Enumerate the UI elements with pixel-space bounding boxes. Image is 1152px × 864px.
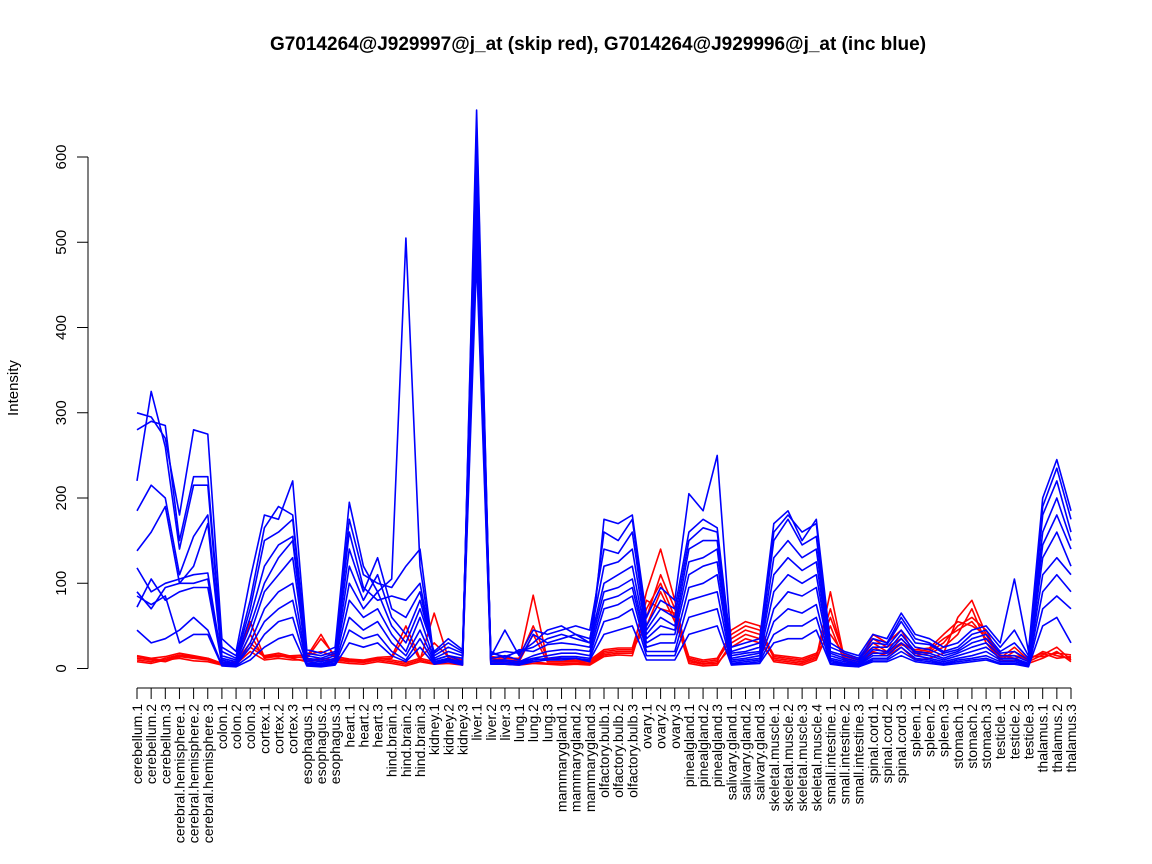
x-tick-label: lung.1 <box>511 704 527 742</box>
x-tick-label: mammarygland.1 <box>554 704 570 812</box>
x-tick-label: ovary.3 <box>667 704 683 749</box>
x-tick-label: spinal.cord.3 <box>893 704 909 784</box>
series-line-11 <box>136 190 1072 666</box>
x-tick-label: colon.1 <box>214 704 230 749</box>
x-tick-label: spleen.3 <box>936 704 952 757</box>
x-tick-label: cerebellum.1 <box>129 704 145 784</box>
x-tick-label: olfactory.bulb.3 <box>624 704 640 798</box>
x-tick-label: skeletal.muscle.1 <box>766 704 782 812</box>
x-tick-label: lung.3 <box>539 704 555 742</box>
x-tick-label: heart.1 <box>341 704 357 748</box>
y-tick-label: 100 <box>53 571 70 596</box>
x-tick-label: colon.3 <box>242 704 258 749</box>
x-tick-label: colon.2 <box>228 704 244 749</box>
y-tick-label: 400 <box>53 315 70 340</box>
x-tick-label: thalamus.3 <box>1063 704 1079 773</box>
x-tick-label: small.intestine.2 <box>837 704 853 805</box>
x-tick-label: spinal.cord.2 <box>879 704 895 784</box>
x-tick-label: cerebellum.2 <box>143 704 159 784</box>
x-tick-label: stomach.2 <box>964 704 980 769</box>
series-line-8 <box>136 139 1072 661</box>
x-axis: cerebellum.1cerebellum.2cerebellum.3cere… <box>129 687 1079 844</box>
y-tick-label: 300 <box>53 400 70 425</box>
x-tick-label: kidney.1 <box>426 704 442 755</box>
x-tick-label: cortex.3 <box>285 704 301 754</box>
x-tick-label: cerebral.hemisphere.1 <box>171 704 187 844</box>
series-line-2 <box>136 224 1072 666</box>
x-tick-label: skeletal.muscle.2 <box>780 704 796 812</box>
x-tick-label: heart.3 <box>370 704 386 748</box>
x-tick-label: ovary.1 <box>638 704 654 749</box>
series-line-3 <box>136 156 1072 665</box>
x-tick-label: mammarygland.2 <box>568 704 584 812</box>
x-tick-label: cortex.1 <box>256 704 272 754</box>
x-tick-label: hind.brain.3 <box>412 704 428 777</box>
series-line-7 <box>136 122 1072 661</box>
x-tick-label: pinealgland.1 <box>681 704 697 788</box>
x-tick-label: small.intestine.1 <box>822 704 838 805</box>
chart-title: G7014264@J929997@j_at (skip red), G70142… <box>270 34 926 55</box>
x-tick-label: testicle.2 <box>1006 704 1022 759</box>
series-line-6 <box>136 109 1072 663</box>
x-tick-label: lung.2 <box>525 704 541 742</box>
y-tick-label: 0 <box>53 664 70 672</box>
x-tick-label: kidney.3 <box>454 704 470 755</box>
series-line-14 <box>136 241 1072 668</box>
x-tick-label: liver.2 <box>483 704 499 741</box>
y-tick-label: 600 <box>53 144 70 169</box>
x-tick-label: hind.brain.1 <box>384 704 400 777</box>
x-tick-label: stomach.1 <box>950 704 966 769</box>
x-tick-label: spleen.2 <box>921 704 937 757</box>
x-tick-label: thalamus.2 <box>1049 704 1065 773</box>
series-line-9 <box>136 156 1072 663</box>
y-axis-label: Intensity <box>5 360 22 416</box>
x-tick-label: pinealgland.2 <box>695 704 711 788</box>
series-line-12 <box>136 207 1072 666</box>
x-tick-label: stomach.3 <box>978 704 994 769</box>
series-line-15 <box>136 258 1072 668</box>
x-tick-label: mammarygland.3 <box>582 704 598 812</box>
x-tick-label: skeletal.muscle.3 <box>794 704 810 812</box>
x-tick-label: olfactory.bulb.2 <box>610 704 626 798</box>
y-axis: 0 100 200 300 400 500 600 <box>53 144 89 673</box>
x-tick-label: cerebral.hemisphere.3 <box>200 704 216 844</box>
x-tick-label: heart.2 <box>355 704 371 748</box>
x-tick-label: small.intestine.3 <box>851 704 867 805</box>
series-layer <box>136 109 1072 668</box>
x-tick-label: ovary.2 <box>653 704 669 749</box>
x-tick-label: esophagus.2 <box>313 704 329 784</box>
x-tick-label: olfactory.bulb.1 <box>596 704 612 798</box>
x-tick-label: liver.1 <box>469 704 485 741</box>
x-tick-label: testicle.3 <box>1021 704 1037 759</box>
x-tick-label: salivary.gland.2 <box>738 704 754 800</box>
series-line-5 <box>136 164 1072 665</box>
x-tick-label: cerebellum.3 <box>157 704 173 784</box>
x-tick-label: salivary.gland.1 <box>723 704 739 800</box>
x-tick-label: spleen.1 <box>907 704 923 757</box>
x-tick-label: thalamus.1 <box>1035 704 1051 773</box>
y-tick-label: 200 <box>53 485 70 510</box>
series-line-13 <box>136 224 1072 667</box>
x-tick-label: testicle.1 <box>992 704 1008 759</box>
x-tick-label: cortex.2 <box>271 704 287 754</box>
x-tick-label: esophagus.1 <box>299 704 315 784</box>
x-tick-label: spinal.cord.1 <box>865 704 881 784</box>
x-tick-label: kidney.2 <box>440 704 456 755</box>
x-tick-label: hind.brain.2 <box>398 704 414 777</box>
x-tick-label: skeletal.muscle.4 <box>808 704 824 812</box>
x-tick-label: salivary.gland.3 <box>752 704 768 800</box>
x-tick-label: pinealgland.3 <box>709 704 725 788</box>
x-tick-label: liver.3 <box>497 704 513 741</box>
y-tick-label: 500 <box>53 230 70 255</box>
series-line-10 <box>136 173 1072 665</box>
x-tick-label: cerebral.hemisphere.2 <box>186 704 202 844</box>
x-tick-label: esophagus.3 <box>327 704 343 784</box>
